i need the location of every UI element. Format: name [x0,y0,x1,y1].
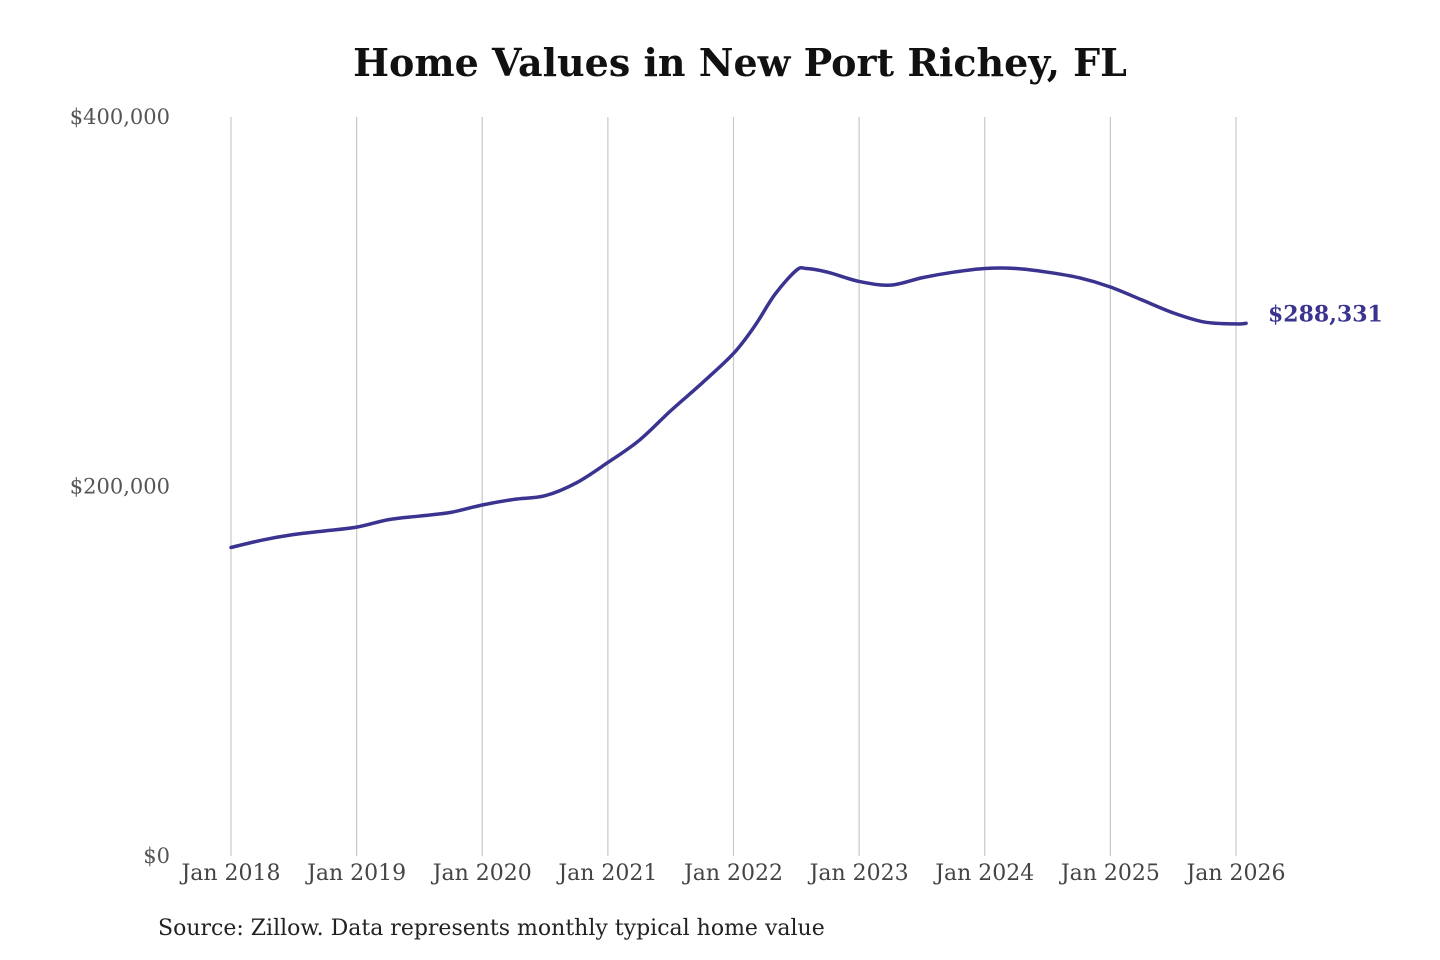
x-tick-label: Jan 2026 [1184,861,1285,886]
x-tick-label: Jan 2024 [933,861,1034,886]
x-tick-label: Jan 2020 [431,861,532,886]
x-tick-label: Jan 2021 [556,861,657,886]
x-tick-label: Jan 2023 [808,861,909,886]
x-tick-label: Jan 2019 [305,861,406,886]
x-tick-label: Jan 2025 [1059,861,1160,886]
y-axis: $0 $200,000 $400,000 [70,105,170,868]
series-line-0 [229,265,1248,550]
y-tick-label: $200,000 [70,475,170,499]
x-tick-label: Jan 2018 [179,861,280,886]
chart-title: Home Values in New Port Richey, FL [353,40,1127,85]
x-axis: Jan 2018 Jan 2019 Jan 2020 Jan 2021 Jan 2022… [179,861,1285,886]
grid-lines [230,117,1237,856]
source-note: Source: Zillow. Data represents monthly … [158,916,825,941]
series-layer [229,265,1248,550]
end-value-label: $288,331 [1268,301,1383,327]
y-tick-label: $400,000 [70,105,170,129]
y-tick-label: $0 [143,844,170,868]
x-tick-label: Jan 2022 [682,861,783,886]
